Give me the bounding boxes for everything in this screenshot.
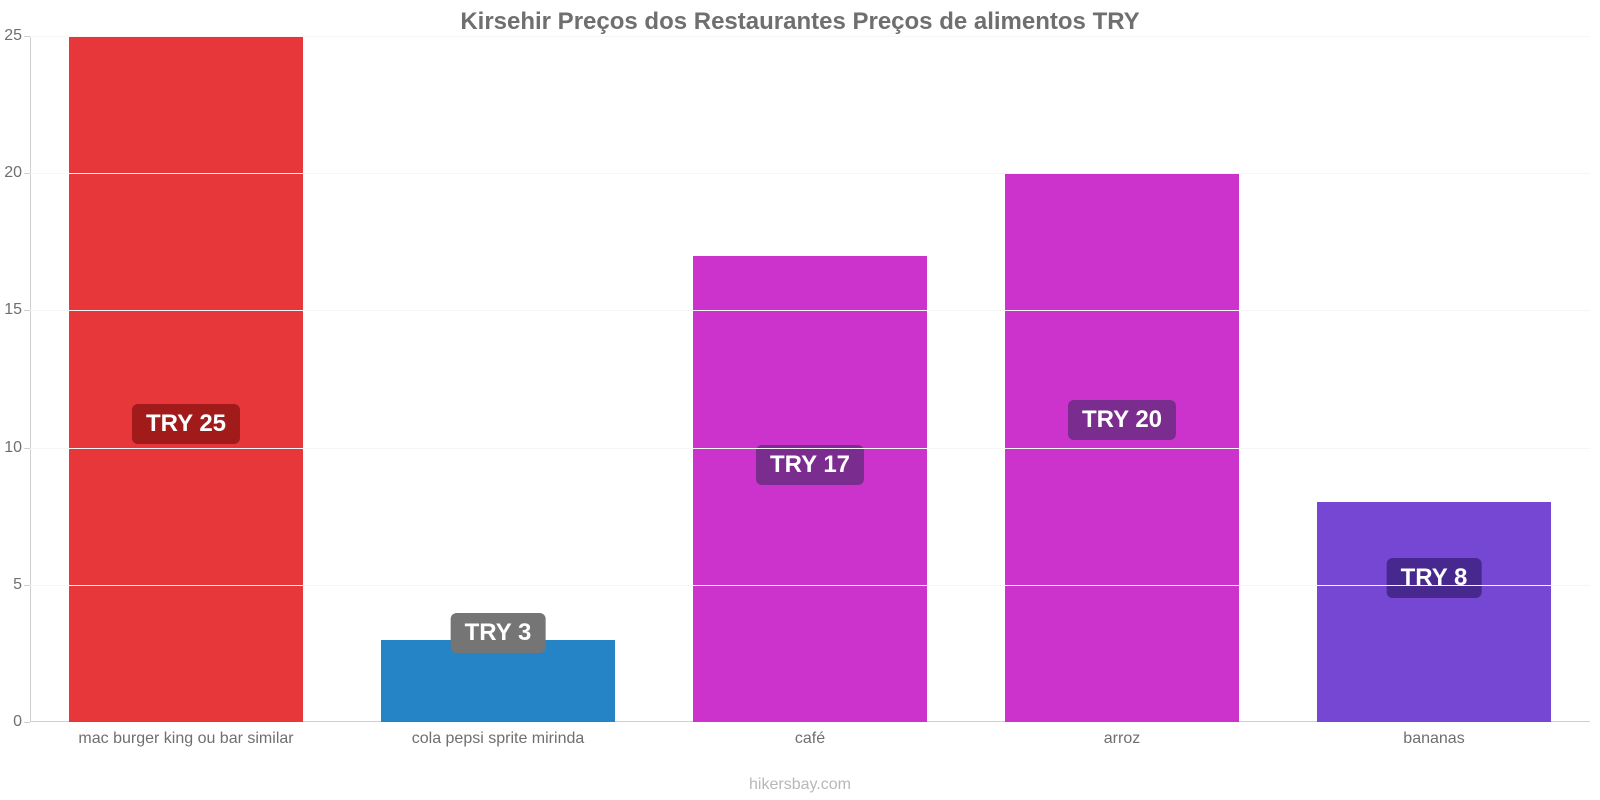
bar-value-label: TRY 17 xyxy=(756,445,864,485)
plot-area: TRY 25 TRY 3 TRY 17 TRY 20 TRY 8 xyxy=(30,36,1590,722)
y-tick-label: 0 xyxy=(13,713,22,731)
y-tick-mark xyxy=(24,585,30,586)
x-tick-label: arroz xyxy=(1104,730,1140,748)
bar xyxy=(693,256,927,722)
chart-title: Kirsehir Preços dos Restaurantes Preços … xyxy=(0,8,1600,36)
chart-container: Kirsehir Preços dos Restaurantes Preços … xyxy=(0,0,1600,800)
credit-text: hikersbay.com xyxy=(0,776,1600,794)
y-tick-mark xyxy=(24,310,30,311)
x-tick-label: café xyxy=(795,730,825,748)
y-tick-mark xyxy=(24,722,30,723)
bar-value-label: TRY 25 xyxy=(132,404,240,444)
y-tick-label: 10 xyxy=(4,439,22,457)
grid-line xyxy=(30,585,1590,586)
y-tick-label: 25 xyxy=(4,27,22,45)
grid-line xyxy=(30,36,1590,37)
x-tick-label: bananas xyxy=(1403,730,1464,748)
bar-value-label: TRY 20 xyxy=(1068,400,1176,440)
y-tick-label: 5 xyxy=(13,576,22,594)
grid-line xyxy=(30,448,1590,449)
y-tick-label: 20 xyxy=(4,164,22,182)
y-tick-mark xyxy=(24,448,30,449)
bar-value-label: TRY 8 xyxy=(1387,558,1482,598)
x-tick-label: cola pepsi sprite mirinda xyxy=(412,730,585,748)
bars-layer: TRY 25 TRY 3 TRY 17 TRY 20 TRY 8 xyxy=(30,36,1590,722)
bar-value-label: TRY 3 xyxy=(451,613,546,653)
y-tick-mark xyxy=(24,36,30,37)
bar xyxy=(1317,502,1551,722)
x-tick-label: mac burger king ou bar similar xyxy=(78,730,293,748)
grid-line xyxy=(30,173,1590,174)
bar xyxy=(69,36,303,722)
grid-line xyxy=(30,310,1590,311)
y-tick-mark xyxy=(24,173,30,174)
y-tick-label: 15 xyxy=(4,301,22,319)
